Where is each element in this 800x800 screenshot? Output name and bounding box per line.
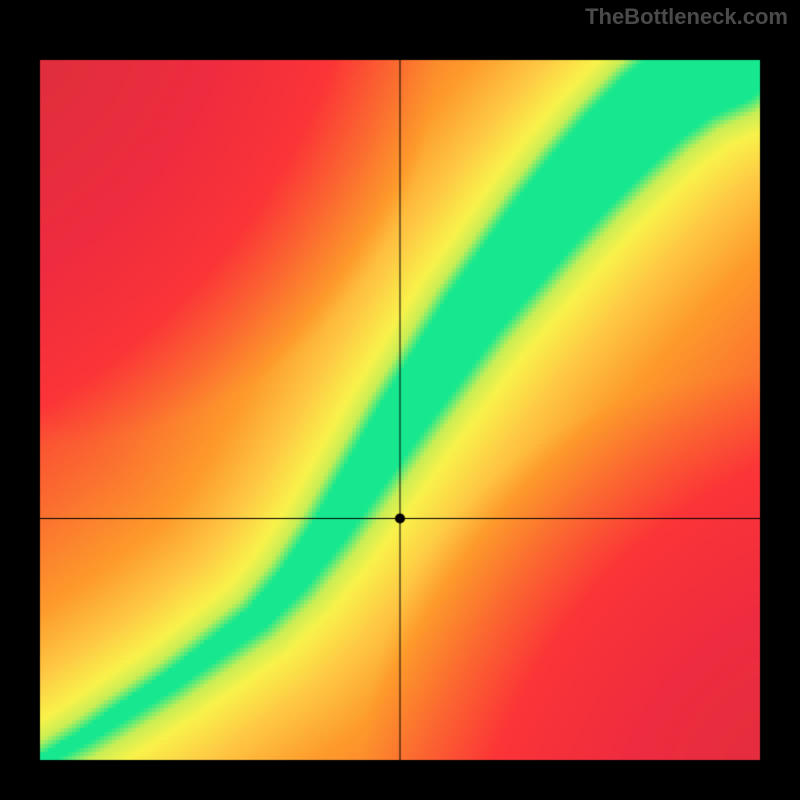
chart-container: TheBottleneck.com	[0, 0, 800, 800]
heatmap-canvas	[0, 0, 800, 800]
watermark-text: TheBottleneck.com	[585, 4, 788, 30]
